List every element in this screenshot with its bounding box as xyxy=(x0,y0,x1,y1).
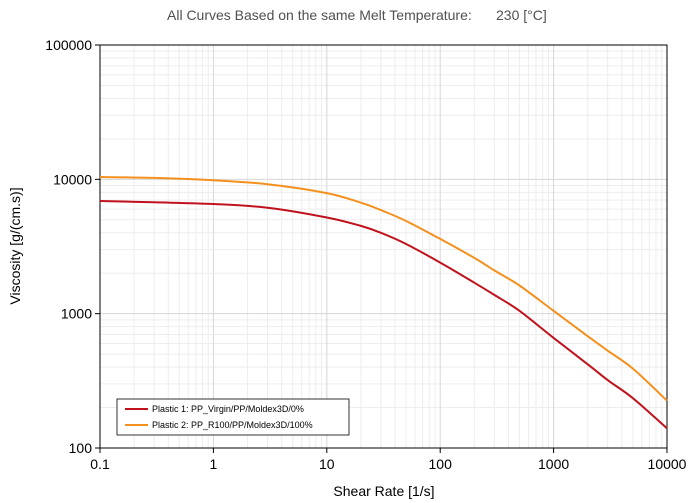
y-axis-ticks: 100 1000 10000 100000 xyxy=(45,37,100,456)
grid-minor xyxy=(100,45,667,448)
series-layer xyxy=(99,176,668,430)
x-axis-label: Shear Rate [1/s] xyxy=(333,483,434,499)
y-tick-label: 10000 xyxy=(53,171,92,187)
grid-major xyxy=(99,44,668,449)
x-tick-label: 1000 xyxy=(538,456,569,472)
x-tick-label: 0.1 xyxy=(90,456,110,472)
legend-entry-plastic-1: Plastic 1: PP_Virgin/PP/Moldex3D/0% xyxy=(152,404,304,414)
series-line-plastic-2 xyxy=(99,176,668,402)
chart-header-value: 230 [°C] xyxy=(496,7,547,23)
x-tick-label: 10 xyxy=(319,456,335,472)
y-tick-label: 100000 xyxy=(45,37,92,53)
legend: Plastic 1: PP_Virgin/PP/Moldex3D/0% Plas… xyxy=(116,398,350,436)
legend-box xyxy=(116,398,350,436)
x-axis-ticks: 0.1 1 10 100 1000 10000 xyxy=(90,448,687,472)
y-tick-label: 100 xyxy=(69,440,93,456)
x-tick-label: 10000 xyxy=(648,456,687,472)
x-tick-label: 100 xyxy=(429,456,453,472)
legend-entry-plastic-2: Plastic 2: PP_R100/PP/Moldex3D/100% xyxy=(152,420,313,430)
chart-header-caption: All Curves Based on the same Melt Temper… xyxy=(167,7,472,23)
series-line-plastic-1 xyxy=(99,200,668,430)
plot-frame xyxy=(99,44,668,449)
y-tick-label: 1000 xyxy=(61,306,92,322)
y-axis-label: Viscosity [g/(cm.s)] xyxy=(7,187,23,304)
x-tick-label: 1 xyxy=(210,456,218,472)
